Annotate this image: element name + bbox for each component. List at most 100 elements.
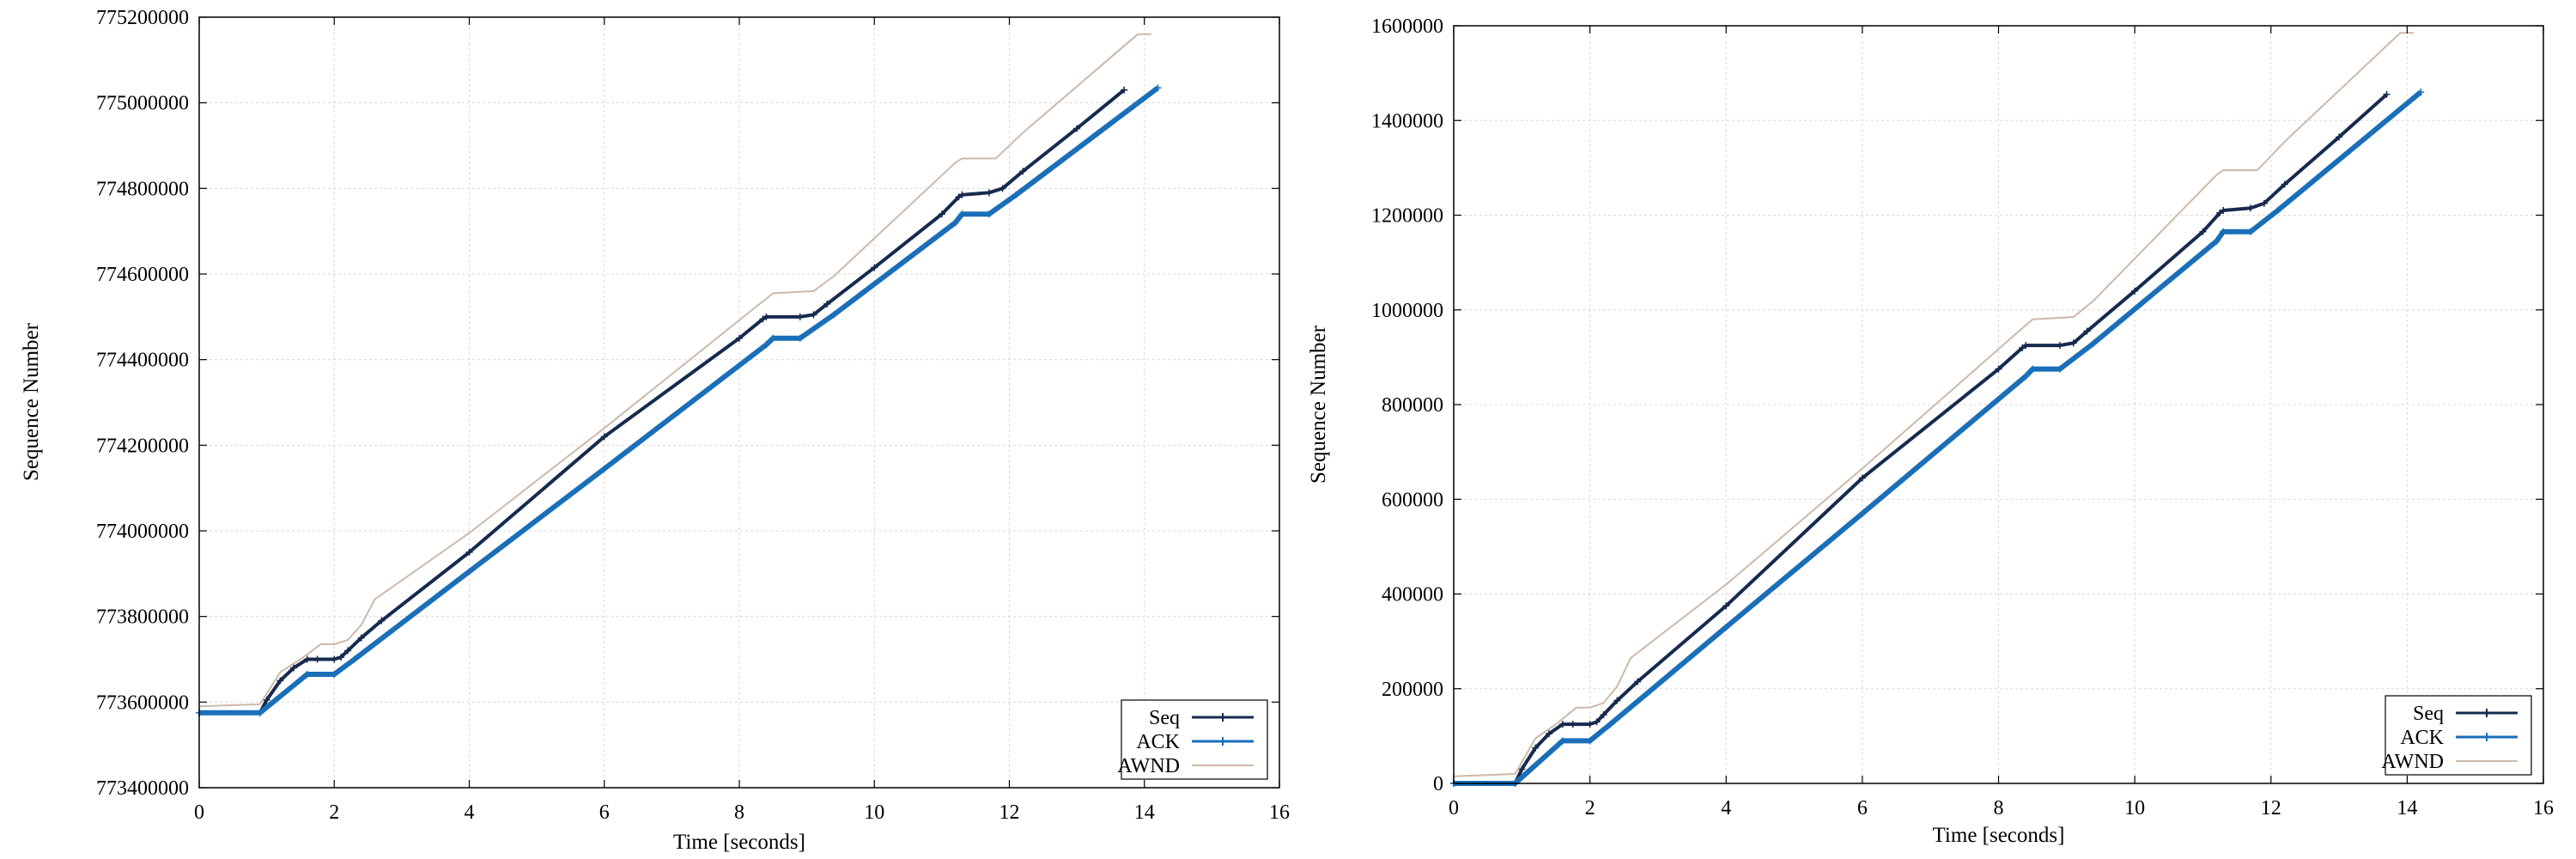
y-tick-label: 1200000 <box>1371 205 1443 228</box>
x-tick-label: 8 <box>1994 797 2004 819</box>
y-tick-label: 774600000 <box>96 264 189 286</box>
x-tick-label: 14 <box>1134 801 1155 824</box>
data-point-seq <box>1600 711 1607 719</box>
data-point-seq <box>357 634 365 642</box>
data-point-ack <box>796 334 804 342</box>
series-line-ack <box>199 85 1160 716</box>
x-tick-label: 10 <box>2124 797 2145 819</box>
data-point-seq <box>2336 133 2343 141</box>
data-point-ack <box>1558 737 1566 745</box>
data-point-seq <box>1858 474 1866 482</box>
y-tick-label: 774200000 <box>96 435 189 457</box>
data-point-seq <box>337 654 345 661</box>
legend-label-ack: ACK <box>2400 727 2444 749</box>
x-tick-label: 12 <box>999 801 1020 824</box>
y-tick-label: 800000 <box>1382 394 1443 417</box>
data-point-seq <box>1532 744 1540 752</box>
data-point-seq <box>2281 180 2288 188</box>
data-point-ack <box>985 210 993 218</box>
data-point-seq <box>1613 697 1621 704</box>
data-point-seq <box>600 433 608 441</box>
legend-marker-seq <box>2482 709 2491 717</box>
data-point-seq <box>958 191 966 198</box>
data-point-seq <box>1593 718 1601 726</box>
data-point-seq <box>1546 730 1553 738</box>
legend-label-awnd: AWND <box>2381 751 2444 773</box>
legend-marker-ack <box>2482 733 2491 741</box>
data-point-seq <box>736 334 743 342</box>
series-line-awnd <box>198 33 1151 708</box>
data-point-ack <box>600 465 608 472</box>
data-point-seq <box>263 696 270 704</box>
y-tick-label: 600000 <box>1382 489 1443 511</box>
data-point-ack <box>762 341 770 349</box>
data-point-seq <box>1019 168 1027 175</box>
x-tick-label: 2 <box>329 801 339 824</box>
data-point-ack <box>1586 737 1594 745</box>
data-point-ack <box>1858 509 1866 517</box>
data-point-seq <box>762 313 770 320</box>
data-point-seq <box>1569 721 1577 728</box>
y-tick-label: 775000000 <box>96 93 189 115</box>
data-point-seq <box>2022 342 2030 350</box>
data-point-seq <box>823 300 831 308</box>
data-point-ack <box>2029 365 2037 373</box>
data-point-seq <box>276 677 284 685</box>
data-point-seq <box>1586 721 1594 728</box>
y-tick-label: 773600000 <box>96 691 189 714</box>
legend-label-ack: ACK <box>1136 731 1180 753</box>
data-point-seq <box>2383 90 2391 98</box>
data-point-seq <box>1558 721 1566 728</box>
data-point-seq <box>2056 342 2063 350</box>
y-tick-label: 774400000 <box>96 350 189 372</box>
legend-label-awnd: AWND <box>1117 755 1180 777</box>
series-line-seq <box>1454 93 2388 785</box>
y-tick-label: 1000000 <box>1371 300 1443 322</box>
data-point-ack <box>2220 228 2227 235</box>
x-tick-label: 0 <box>1449 797 1459 819</box>
series-line-awnd <box>1453 32 2415 777</box>
data-point-seq <box>810 311 817 319</box>
x-tick-label: 10 <box>864 801 884 824</box>
data-point-seq <box>2069 339 2077 347</box>
data-point-seq <box>290 664 298 672</box>
data-point-ack <box>951 219 959 227</box>
data-point-seq <box>343 647 351 655</box>
data-point-seq <box>313 655 321 663</box>
data-point-seq <box>2131 287 2139 295</box>
data-point-seq <box>1121 86 1128 94</box>
y-tick-label: 0 <box>1433 773 1443 795</box>
y-tick-label: 1400000 <box>1371 110 1443 132</box>
y-tick-label: 773800000 <box>96 606 189 629</box>
y-tick-label: 200000 <box>1382 679 1443 701</box>
data-point-seq <box>2260 199 2268 207</box>
data-point-seq <box>2220 206 2227 214</box>
x-tick-label: 6 <box>599 801 610 824</box>
data-point-seq <box>938 210 945 218</box>
y-tick-label: 775200000 <box>96 7 189 29</box>
data-point-seq <box>465 548 473 556</box>
x-tick-label: 8 <box>734 801 744 824</box>
y-tick-label: 400000 <box>1382 584 1443 606</box>
data-point-seq <box>1995 365 2002 373</box>
legend-label-seq: Seq <box>2413 703 2444 725</box>
data-point-seq <box>2083 327 2091 335</box>
y-tick-label: 773400000 <box>96 777 189 800</box>
data-point-ack <box>1607 721 1614 728</box>
data-point-seq <box>1073 125 1081 132</box>
data-point-ack <box>2213 237 2221 245</box>
legend-marker-seq <box>1218 713 1227 722</box>
data-point-seq <box>1722 602 1730 610</box>
series-line-seq <box>199 88 1126 715</box>
data-point-ack <box>303 670 311 678</box>
x-tick-label: 14 <box>2397 797 2417 819</box>
x-axis-label: Time [seconds] <box>673 831 805 854</box>
x-tick-label: 4 <box>465 801 475 824</box>
x-tick-label: 4 <box>1721 797 1731 819</box>
data-point-ack <box>769 334 777 342</box>
data-point-ack <box>1012 191 1020 198</box>
data-point-seq <box>378 617 386 624</box>
data-point-ack <box>958 210 966 218</box>
data-point-seq <box>2199 228 2207 235</box>
